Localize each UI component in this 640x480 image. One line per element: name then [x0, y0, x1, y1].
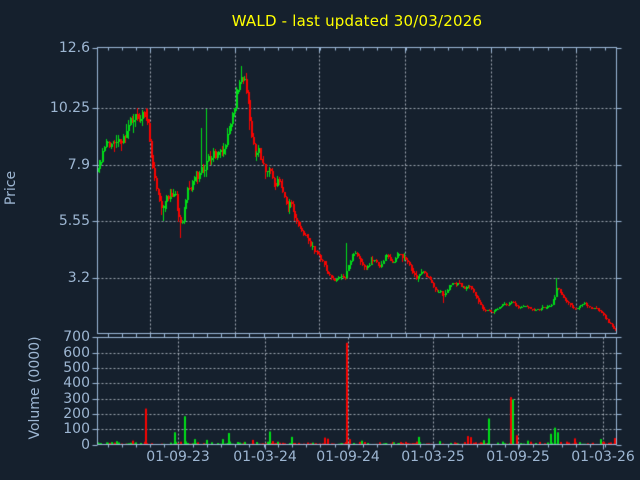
price-ytick-label: 12.6	[58, 40, 90, 56]
volume-ytick-label: 500	[63, 360, 90, 376]
volume-ytick-label: 200	[63, 406, 90, 422]
x-tick-label: 01-09-23	[146, 449, 210, 465]
x-tick-label: 01-03-25	[401, 449, 465, 465]
volume-ytick-label: 400	[63, 375, 90, 391]
volume-ytick-label: 100	[63, 421, 90, 437]
price-ytick-label: 7.9	[67, 157, 90, 173]
x-tick-label: 01-09-24	[316, 449, 380, 465]
volume-ytick-label: 0	[81, 437, 90, 453]
x-tick-label: 01-09-25	[486, 449, 550, 465]
x-tick-label: 01-03-26	[571, 449, 635, 465]
price-ytick-label: 3.2	[67, 270, 90, 286]
price-ytick-label: 10.25	[49, 100, 90, 116]
price-axis-title: Price	[3, 170, 19, 206]
chart-title: WALD - last updated 30/03/2026	[231, 12, 483, 30]
volume-ytick-label: 600	[63, 345, 90, 361]
volume-ytick-label: 700	[63, 329, 90, 345]
x-tick-label: 01-03-24	[233, 449, 297, 465]
price-ytick-label: 5.55	[58, 213, 90, 229]
volume-ytick-label: 300	[63, 391, 90, 407]
